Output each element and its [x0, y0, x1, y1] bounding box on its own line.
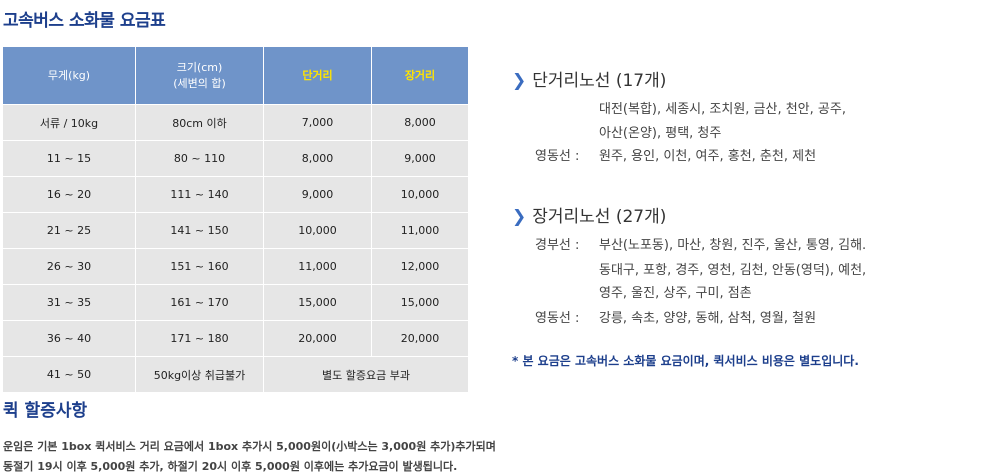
cell-size: 80cm 이하 — [135, 104, 264, 141]
long-route-label: 경부선 : — [535, 238, 580, 253]
cell-long: 20,000 — [371, 320, 469, 357]
cell-size: 151 ~ 160 — [135, 248, 264, 285]
short-route-line: 대전(복합), 세종시, 조치원, 금산, 천안, 공주, — [599, 102, 846, 117]
long-route-line: 영주, 울진, 상주, 구미, 점촌 — [599, 286, 752, 301]
quick-surcharge-title: 퀵 할증사항 — [3, 401, 88, 421]
short-route-heading: ❯ 단거리노선 (17개) — [512, 66, 666, 91]
cell-size: 141 ~ 150 — [135, 212, 264, 249]
table-row: 21 ~ 25 141 ~ 150 10,000 11,000 — [3, 212, 469, 249]
short-route-label: 영동선 : — [535, 149, 580, 164]
cell-size: 171 ~ 180 — [135, 320, 264, 357]
table-row: 11 ~ 15 80 ~ 110 8,000 9,000 — [3, 140, 469, 177]
cell-long: 10,000 — [371, 176, 469, 213]
page-title: 고속버스 소화물 요금표 — [3, 11, 166, 31]
table-row: 16 ~ 20 111 ~ 140 9,000 10,000 — [3, 176, 469, 213]
long-route-heading: ❯ 장거리노선 (27개) — [512, 202, 666, 227]
cell-surcharge: 별도 할증요금 부과 — [263, 356, 469, 393]
short-route-line: 아산(온양), 평택, 청주 — [599, 126, 722, 141]
quick-surcharge-line-1: 운임은 기본 1box 퀵서비스 거리 요금에서 1box 추가시 5,000원… — [3, 440, 496, 453]
cell-weight: 36 ~ 40 — [3, 320, 136, 357]
table-row: 31 ~ 35 161 ~ 170 15,000 15,000 — [3, 284, 469, 321]
cell-long: 9,000 — [371, 140, 469, 177]
cell-size: 161 ~ 170 — [135, 284, 264, 321]
header-size-text: 크기(cm) (세변의 합) — [173, 61, 226, 90]
cell-weight: 11 ~ 15 — [3, 140, 136, 177]
long-route-line: 강릉, 속초, 양양, 동해, 삼척, 영월, 철원 — [599, 311, 817, 326]
fare-note: * 본 요금은 고속버스 소화물 요금이며, 퀵서비스 비용은 별도입니다. — [512, 354, 859, 368]
table-row: 26 ~ 30 151 ~ 160 11,000 12,000 — [3, 248, 469, 285]
cell-weight: 16 ~ 20 — [3, 176, 136, 213]
cell-weight: 26 ~ 30 — [3, 248, 136, 285]
table-row: 서류 / 10kg 80cm 이하 7,000 8,000 — [3, 104, 469, 141]
cell-short: 20,000 — [263, 320, 372, 357]
chevron-right-icon: ❯ — [512, 71, 527, 91]
long-route-line: 부산(노포동), 마산, 창원, 진주, 울산, 통영, 김해. — [599, 238, 867, 253]
table-row: 36 ~ 40 171 ~ 180 20,000 20,000 — [3, 320, 469, 357]
cell-short: 15,000 — [263, 284, 372, 321]
cell-short: 10,000 — [263, 212, 372, 249]
fare-table: 무게(kg) 크기(cm) (세변의 합) 단거리 장거리 서류 / 10kg … — [3, 47, 469, 393]
cell-long: 15,000 — [371, 284, 469, 321]
long-route-heading-text: 장거리노선 (27개) — [532, 207, 667, 227]
quick-surcharge-line-2: 동절기 19시 이후 5,000원 추가, 하절기 20시 이후 5,000원 … — [3, 460, 458, 473]
cell-weight: 서류 / 10kg — [3, 104, 136, 141]
cell-short: 9,000 — [263, 176, 372, 213]
cell-weight: 21 ~ 25 — [3, 212, 136, 249]
cell-short: 11,000 — [263, 248, 372, 285]
header-long: 장거리 — [371, 47, 469, 105]
cell-short: 8,000 — [263, 140, 372, 177]
cell-weight: 41 ~ 50 — [3, 356, 136, 393]
table-header-row: 무게(kg) 크기(cm) (세변의 합) 단거리 장거리 — [3, 47, 469, 105]
header-weight: 무게(kg) — [3, 47, 136, 105]
cell-long: 12,000 — [371, 248, 469, 285]
long-route-label: 영동선 : — [535, 311, 580, 326]
short-route-line: 원주, 용인, 이천, 여주, 홍천, 춘천, 제천 — [599, 149, 817, 164]
table-row: 41 ~ 50 50kg이상 취급불가 별도 할증요금 부과 — [3, 356, 469, 393]
cell-short: 7,000 — [263, 104, 372, 141]
cell-size: 80 ~ 110 — [135, 140, 264, 177]
chevron-right-icon: ❯ — [512, 207, 527, 227]
short-route-heading-text: 단거리노선 (17개) — [532, 71, 667, 91]
header-size: 크기(cm) (세변의 합) — [135, 47, 264, 105]
cell-size: 50kg이상 취급불가 — [135, 356, 264, 393]
header-short: 단거리 — [263, 47, 372, 105]
cell-size: 111 ~ 140 — [135, 176, 264, 213]
long-route-line: 동대구, 포항, 경주, 영천, 김천, 안동(영덕), 예천, — [599, 263, 867, 278]
cell-weight: 31 ~ 35 — [3, 284, 136, 321]
cell-long: 11,000 — [371, 212, 469, 249]
cell-long: 8,000 — [371, 104, 469, 141]
